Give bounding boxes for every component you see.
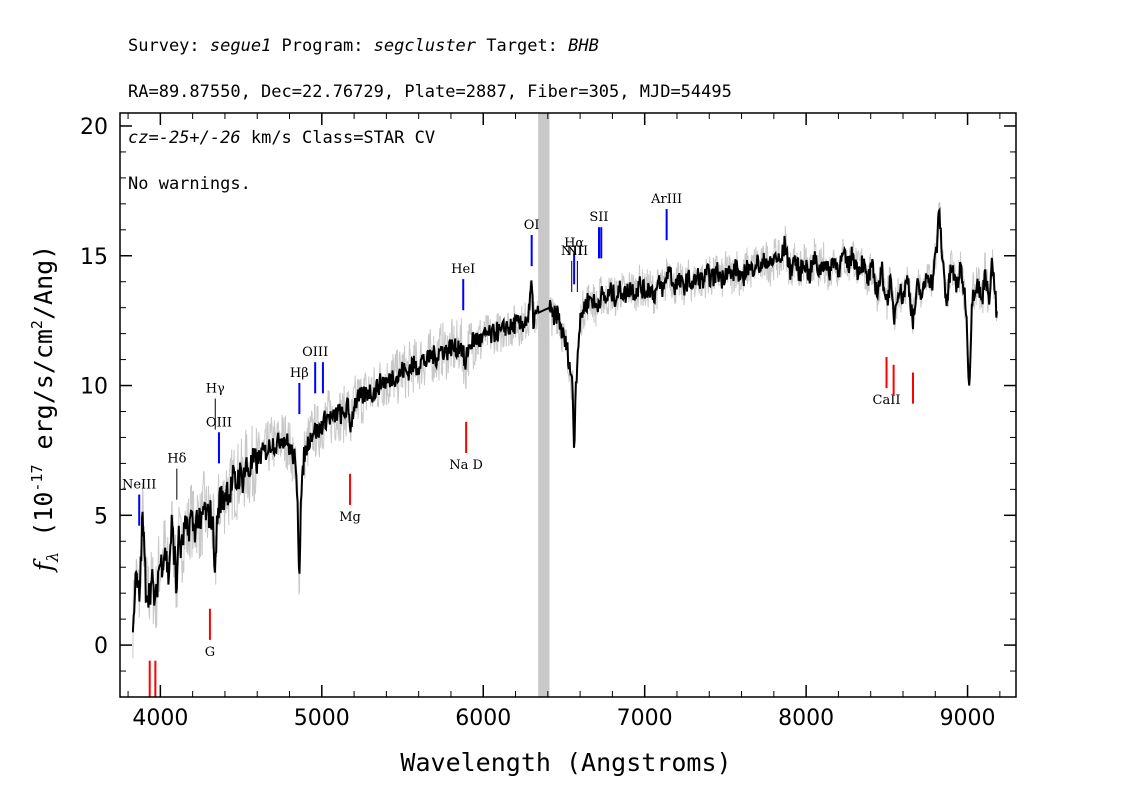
x-tick-label: 6000 xyxy=(455,706,511,731)
masked-band xyxy=(538,113,550,697)
header-line-survey: Survey: segue1 Program: segcluster Targe… xyxy=(128,36,599,56)
x-tick-label: 9000 xyxy=(940,706,996,731)
masked-band-layer xyxy=(538,113,550,697)
flux-layer xyxy=(131,206,998,633)
survey-value: segue1 xyxy=(209,36,272,56)
spectrum-header: Survey: segue1 Program: segcluster Targe… xyxy=(128,12,732,219)
absorption-line-label: Na D xyxy=(449,458,483,473)
y-tick-label: 15 xyxy=(80,245,108,270)
x-tick-label: 4000 xyxy=(132,706,188,731)
emission-line-label: OI xyxy=(524,218,540,233)
sky-line-label: NII xyxy=(561,244,583,259)
y-tick-label: 0 xyxy=(94,634,108,659)
x-tick-label: 5000 xyxy=(294,706,350,731)
emission-line-label: SII xyxy=(589,210,608,225)
sky-line-label: Hγ xyxy=(206,382,225,397)
noise-layer xyxy=(132,201,998,659)
emission-line-label: ArIII xyxy=(650,192,682,207)
emission-line-label: Hβ xyxy=(290,366,309,381)
absorption-line-label: CaII xyxy=(873,393,901,408)
emission-line-label: NeIII xyxy=(122,478,156,493)
absorption-line-label: Mg xyxy=(339,510,361,525)
tick-layer: 4000 5000 6000 7000 8000 9000 0 5 10 15 20 xyxy=(80,113,1016,731)
y-tick-label: 10 xyxy=(80,375,108,400)
flux-spectrum xyxy=(131,206,998,633)
absorption-line-label: G xyxy=(205,645,215,660)
sky-line-label: NII xyxy=(567,244,589,259)
x-tick-label: 7000 xyxy=(617,706,673,731)
y-axis-title: fλ (10-17 erg/s/cm2/Ang) xyxy=(28,245,62,573)
header-line-warnings: No warnings. xyxy=(128,174,251,194)
emission-line-label: OIII xyxy=(302,345,328,360)
emission-line-label: Hα xyxy=(564,236,584,251)
emission-line-label: HeI xyxy=(451,262,475,277)
header-line-redshift: cz=-25+/-26 km/s Class=STAR CV xyxy=(128,128,436,148)
line-marker-layer: NeIII OIII Hβ OIII HeI OI Hα SII ArIII Hδ Hγ NIINII… xyxy=(122,192,915,697)
x-axis-title: Wavelength (Angstroms) xyxy=(400,748,731,777)
x-tick-label: 8000 xyxy=(778,706,834,731)
noise-spectrum xyxy=(132,201,998,659)
program-value: segcluster xyxy=(373,36,477,56)
sky-line-label: Hδ xyxy=(167,452,186,467)
target-value: BHB xyxy=(568,36,599,56)
cz-value: -25+/-26 xyxy=(158,128,241,148)
emission-line-label: OIII xyxy=(206,415,232,430)
y-tick-label: 5 xyxy=(94,504,108,529)
y-tick-label: 20 xyxy=(80,115,108,140)
header-line-coordinates: RA=89.87550, Dec=22.76729, Plate=2887, F… xyxy=(128,82,732,102)
plot-frame xyxy=(119,112,1017,698)
